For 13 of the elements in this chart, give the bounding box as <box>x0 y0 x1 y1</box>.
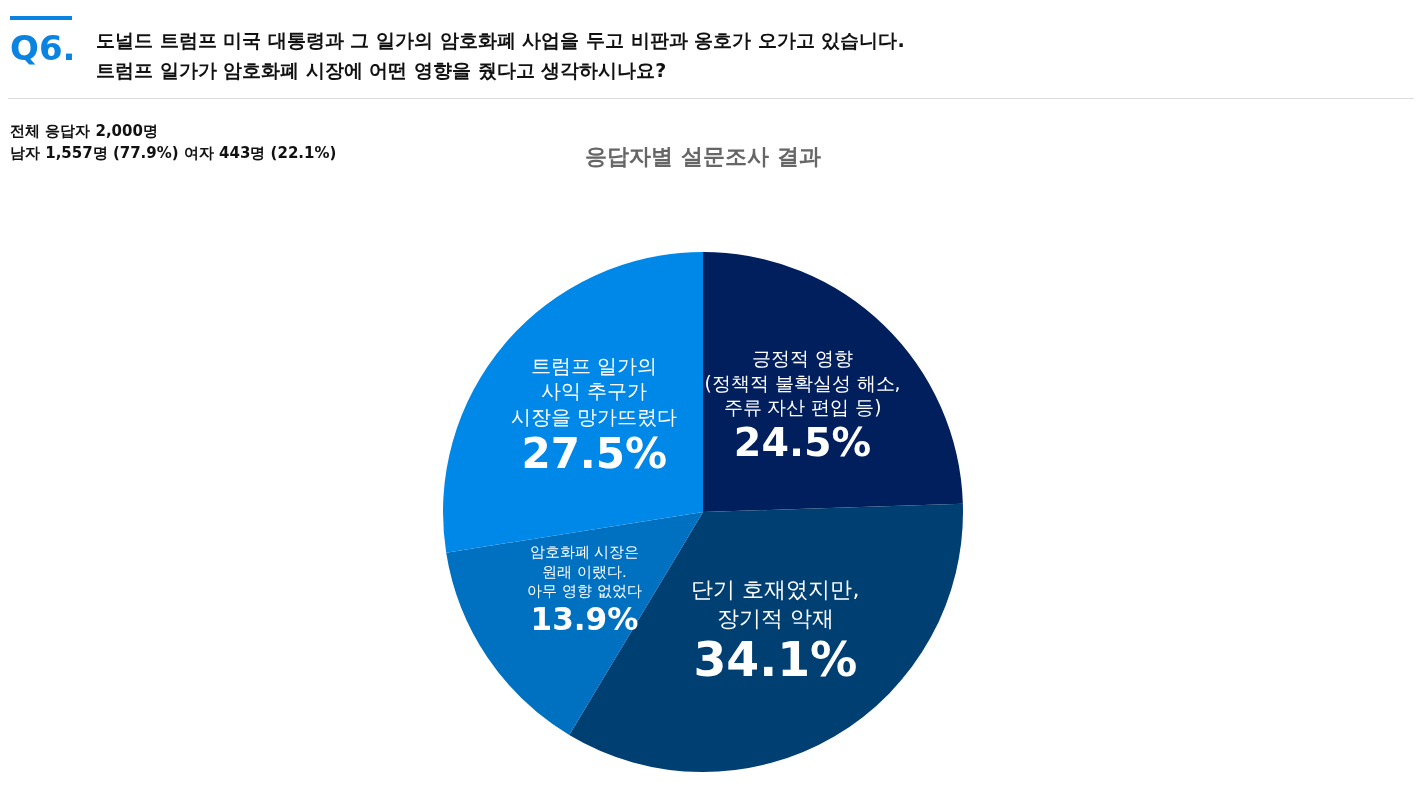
slice-label: 단기 호재였지만, 장기적 악재 <box>691 577 860 631</box>
text: 전체 응답자 2,000명 <box>10 121 159 142</box>
chart-subtitle: 응답자별 설문조사 결과 <box>584 143 822 171</box>
text: Q6. <box>10 28 76 68</box>
slice-label: 트럼프 일가의 사익 추구가 시장을 망가뜨렸다 <box>511 354 678 429</box>
data-label: 24.5% <box>733 418 872 465</box>
data-label: 27.5% <box>521 429 668 479</box>
slice-label: 암호화폐 시장은 원래 이랬다. 아무 영향 없었다 <box>527 543 642 600</box>
chart-title: 도널드 트럼프 미국 대통령과 그 일가의 암호화폐 사업을 두고 비판과 옹호가 오가고 있습니다. 트럼프 일가가 암호화폐 시장에 어떤 영향을 줬다고 생각하시나요? <box>96 28 905 83</box>
data-label: 13.9% <box>530 600 639 637</box>
slice-label: 긍정적 영향 (정책적 불확실성 해소, 주류 자산 편입 등) <box>704 348 901 418</box>
text: 남자 1,557명 (77.9%) 여자 443명 (22.1%) <box>10 143 337 164</box>
data-label: 34.1% <box>693 631 858 687</box>
